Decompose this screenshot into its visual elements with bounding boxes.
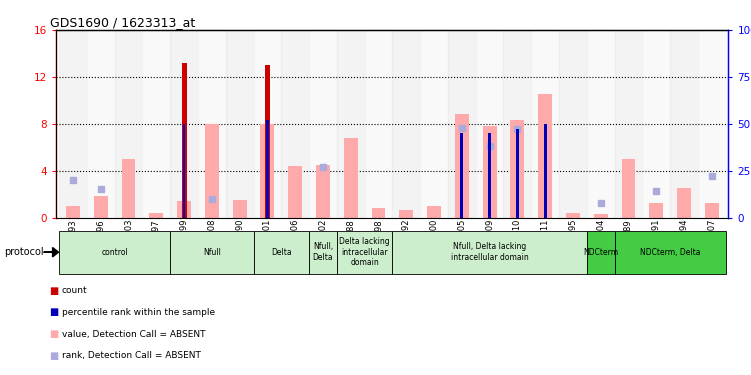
Bar [337,30,365,217]
Bar [698,30,725,217]
Bar [531,30,559,217]
Text: Nfull, Delta lacking
intracellular domain: Nfull, Delta lacking intracellular domai… [451,243,529,262]
Text: ■: ■ [50,308,59,317]
Bar [566,213,580,217]
Bar [400,210,413,218]
Bar [115,30,143,217]
Bar [538,94,552,218]
Bar [587,30,614,217]
Bar [344,138,357,218]
Bar [642,30,670,217]
Text: value, Detection Call = ABSENT: value, Detection Call = ABSENT [62,330,205,339]
Bar [460,133,463,218]
Bar [254,30,282,217]
Bar [94,196,107,217]
Bar [677,188,691,218]
Bar [455,114,469,218]
Text: ■: ■ [50,286,59,296]
Bar [427,206,441,218]
Bar [309,30,337,217]
Text: count: count [62,286,87,295]
Bar [265,65,270,218]
Text: ■: ■ [50,329,59,339]
Bar [511,120,524,218]
Bar [149,213,163,217]
Bar [594,214,608,217]
Bar [483,126,496,218]
Text: ■: ■ [50,351,59,361]
Text: Delta: Delta [271,248,291,256]
Bar [503,30,531,217]
Bar [316,165,330,218]
Bar [266,120,269,218]
Text: Delta lacking
intracellular
domain: Delta lacking intracellular domain [339,237,390,267]
Bar [670,30,698,217]
Bar [198,30,226,217]
Bar [122,159,135,218]
Bar [66,206,80,218]
Bar [288,166,302,218]
Bar [205,124,219,218]
Text: Nfull: Nfull [203,248,221,256]
Bar [475,30,503,217]
Bar [420,30,448,217]
Bar [614,30,642,217]
Bar [261,124,274,218]
Bar [170,30,198,217]
Text: Nfull,
Delta: Nfull, Delta [312,243,333,262]
Text: rank, Detection Call = ABSENT: rank, Detection Call = ABSENT [62,351,201,360]
Text: control: control [101,248,128,256]
Text: GDS1690 / 1623313_at: GDS1690 / 1623313_at [50,16,195,29]
Bar [177,201,191,217]
Bar [282,30,309,217]
Bar [226,30,254,217]
Bar [365,30,392,217]
Bar [182,63,186,217]
Text: NDCterm, Delta: NDCterm, Delta [640,248,701,256]
Text: protocol: protocol [4,247,44,257]
Bar [182,124,185,218]
Bar [544,124,547,218]
Bar [622,159,635,218]
Bar [488,133,491,218]
Bar [143,30,170,217]
Bar [705,203,719,217]
Bar [516,129,519,218]
Bar [372,208,385,218]
Bar [59,30,87,217]
Bar [650,203,663,217]
Text: percentile rank within the sample: percentile rank within the sample [62,308,215,317]
Bar [87,30,115,217]
Bar [448,30,475,217]
Bar [559,30,587,217]
Bar [392,30,420,217]
Bar [233,200,246,217]
Text: NDCterm: NDCterm [583,248,618,256]
